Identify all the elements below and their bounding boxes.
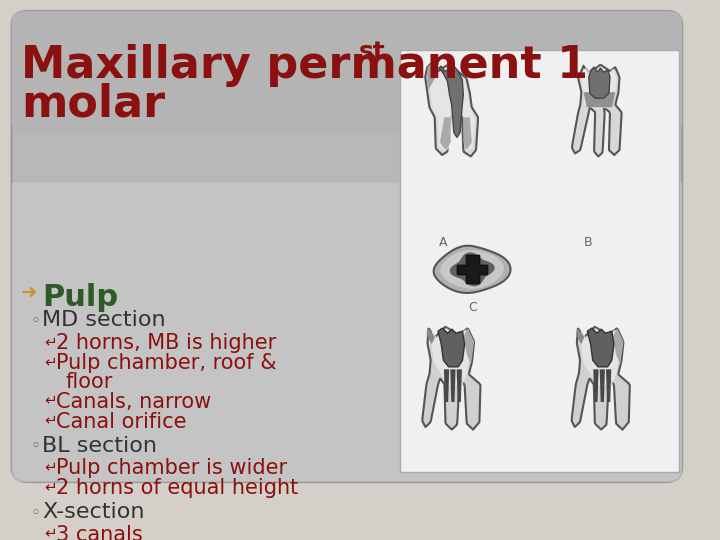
Polygon shape bbox=[581, 328, 620, 386]
Text: Pulp: Pulp bbox=[42, 283, 119, 312]
Text: floor: floor bbox=[66, 372, 113, 392]
Text: ➜: ➜ bbox=[21, 283, 37, 302]
FancyBboxPatch shape bbox=[12, 11, 683, 134]
Polygon shape bbox=[450, 369, 456, 402]
Polygon shape bbox=[450, 252, 495, 286]
Text: 3 canals: 3 canals bbox=[56, 525, 143, 540]
Polygon shape bbox=[428, 65, 475, 152]
Text: A: A bbox=[439, 235, 448, 248]
FancyBboxPatch shape bbox=[12, 11, 683, 482]
Text: C: C bbox=[468, 301, 477, 314]
Polygon shape bbox=[427, 64, 437, 90]
Polygon shape bbox=[600, 369, 605, 402]
Text: ◦: ◦ bbox=[31, 504, 40, 522]
Text: molar: molar bbox=[21, 82, 166, 125]
Text: Canal orifice: Canal orifice bbox=[56, 412, 186, 432]
Polygon shape bbox=[593, 369, 598, 402]
Text: ↵: ↵ bbox=[45, 459, 57, 474]
Text: Pulp chamber, roof &: Pulp chamber, roof & bbox=[56, 353, 276, 373]
Text: 2 horns, MB is higher: 2 horns, MB is higher bbox=[56, 333, 276, 353]
Polygon shape bbox=[613, 328, 624, 364]
Text: B: B bbox=[583, 235, 592, 248]
Text: Canals, narrow: Canals, narrow bbox=[56, 392, 211, 411]
Text: ↵: ↵ bbox=[45, 334, 57, 349]
Text: st: st bbox=[359, 40, 385, 64]
Polygon shape bbox=[582, 66, 616, 109]
FancyBboxPatch shape bbox=[12, 183, 683, 482]
Polygon shape bbox=[426, 64, 478, 156]
Polygon shape bbox=[583, 92, 616, 107]
Text: Pulp chamber is wider: Pulp chamber is wider bbox=[56, 458, 287, 478]
Polygon shape bbox=[439, 66, 463, 137]
Polygon shape bbox=[464, 328, 474, 364]
Polygon shape bbox=[457, 255, 487, 284]
Polygon shape bbox=[438, 328, 464, 367]
Text: 2 horns of equal height: 2 horns of equal height bbox=[56, 478, 298, 498]
Polygon shape bbox=[457, 255, 487, 284]
Polygon shape bbox=[588, 328, 614, 367]
Polygon shape bbox=[572, 65, 621, 156]
Polygon shape bbox=[426, 328, 435, 344]
Polygon shape bbox=[606, 369, 611, 402]
Text: X-section: X-section bbox=[42, 502, 145, 522]
Polygon shape bbox=[423, 327, 480, 429]
Text: ◦: ◦ bbox=[31, 312, 40, 330]
Polygon shape bbox=[589, 67, 610, 98]
Polygon shape bbox=[464, 117, 472, 150]
Polygon shape bbox=[572, 327, 630, 429]
Polygon shape bbox=[440, 117, 451, 150]
Text: ↵: ↵ bbox=[45, 413, 57, 428]
Text: Maxillary permanent 1: Maxillary permanent 1 bbox=[21, 44, 588, 87]
Text: ↵: ↵ bbox=[45, 393, 57, 408]
Polygon shape bbox=[432, 328, 471, 386]
Polygon shape bbox=[433, 246, 510, 293]
Text: MD section: MD section bbox=[42, 310, 166, 330]
Text: ◦: ◦ bbox=[31, 437, 40, 455]
Text: ↵: ↵ bbox=[45, 354, 57, 369]
Text: BL section: BL section bbox=[42, 436, 158, 456]
Polygon shape bbox=[441, 250, 504, 289]
Text: ↵: ↵ bbox=[45, 526, 57, 540]
Polygon shape bbox=[444, 369, 449, 402]
Text: ↵: ↵ bbox=[45, 480, 57, 494]
Polygon shape bbox=[576, 328, 584, 344]
Bar bbox=[400, 50, 680, 472]
Polygon shape bbox=[456, 369, 462, 402]
